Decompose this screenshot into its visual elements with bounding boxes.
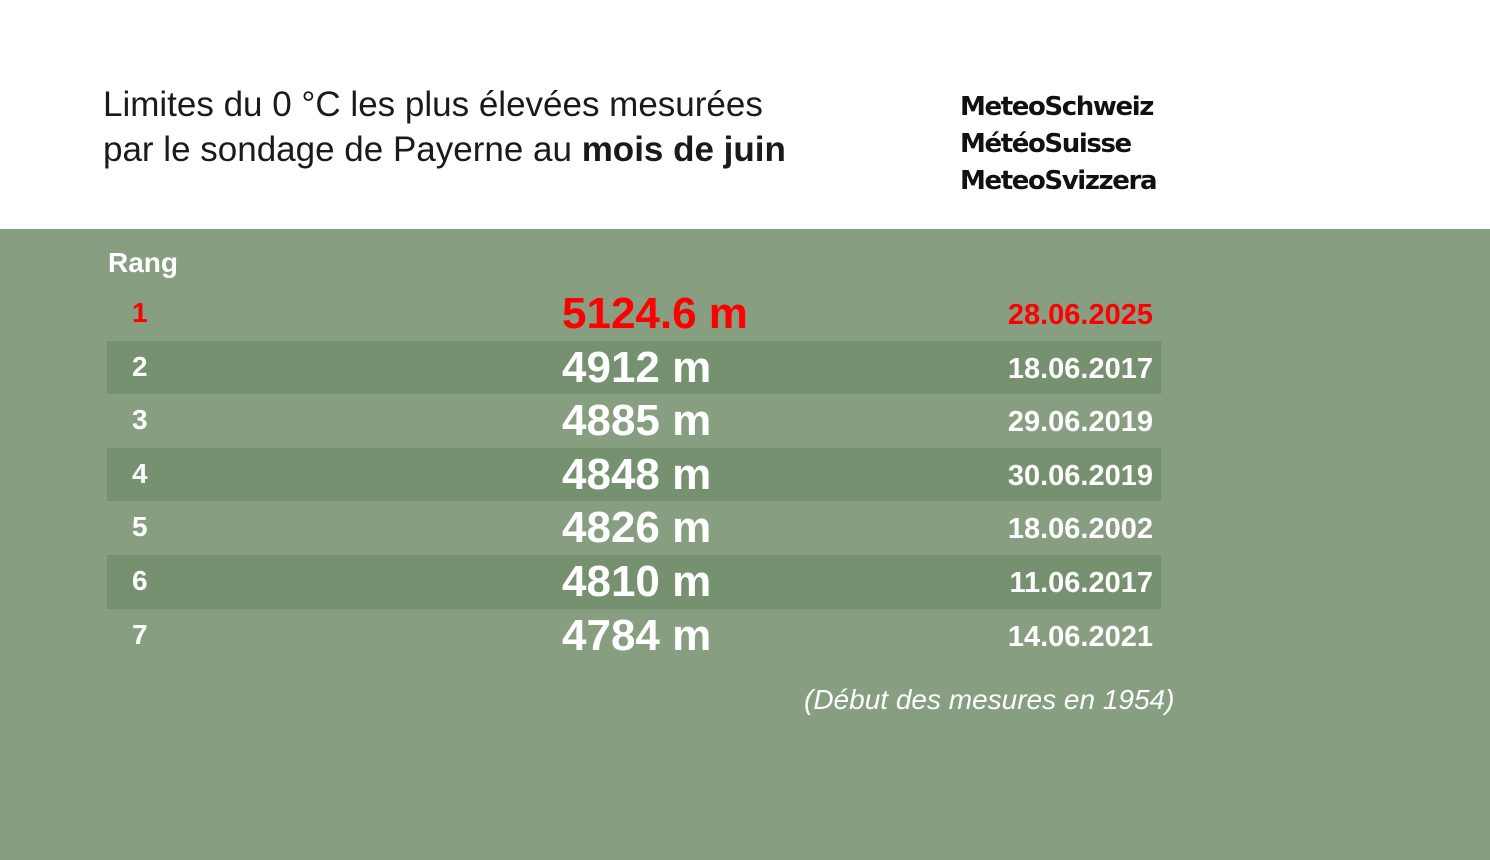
table-row: 7 4784 m 14.06.2021 <box>107 609 1161 663</box>
page-title: Limites du 0 °C les plus élevées mesurée… <box>103 82 786 172</box>
ranking-table: 1 5124.6 m 28.06.2025 2 4912 m 18.06.201… <box>107 287 1161 662</box>
table-row: 6 4810 m 11.06.2017 <box>107 554 1161 609</box>
title-line-2-bold: mois de juin <box>581 130 786 169</box>
rank-cell: 7 <box>132 618 148 650</box>
altitude-cell: 4848 m <box>562 449 712 499</box>
altitude-cell: 4912 m <box>562 342 712 392</box>
date-cell: 30.06.2019 <box>1007 459 1153 492</box>
rank-cell: 1 <box>132 297 148 328</box>
meteoswiss-logo: MeteoSchweiz MétéoSuisse MeteoSvizzera <box>960 89 1157 200</box>
brand-line-de: MeteoSchweiz <box>960 92 1154 122</box>
date-cell: 18.06.2017 <box>1007 352 1153 385</box>
date-cell: 14.06.2021 <box>1007 620 1153 653</box>
title-line-2-prefix: par le sondage de Payerne au <box>103 130 582 169</box>
table-row: 5 4826 m 18.06.2002 <box>107 501 1161 555</box>
date-cell: 18.06.2002 <box>1007 513 1153 546</box>
rank-cell: 4 <box>132 457 148 489</box>
table-row: 2 4912 m 18.06.2017 <box>107 340 1161 395</box>
table-row: 3 4885 m 29.06.2019 <box>107 394 1161 448</box>
rank-cell: 6 <box>132 564 148 596</box>
brand-line-it: MeteoSvizzera <box>960 166 1157 196</box>
altitude-cell: 4885 m <box>562 396 712 446</box>
footnote: (Début des mesures en 1954) <box>804 684 1175 715</box>
rank-cell: 5 <box>132 511 148 543</box>
header: Limites du 0 °C les plus élevées mesurée… <box>0 0 1490 229</box>
rank-column-header: Rang <box>108 247 178 278</box>
brand-line-fr: MétéoSuisse <box>960 129 1132 159</box>
table-row: 1 5124.6 m 28.06.2025 <box>107 287 1161 341</box>
title-line-1: Limites du 0 °C les plus élevées mesurée… <box>103 85 763 124</box>
rank-cell: 3 <box>132 404 148 436</box>
altitude-cell: 4826 m <box>562 503 712 553</box>
altitude-cell: 4784 m <box>562 610 712 660</box>
ranking-panel: Rang 1 5124.6 m 28.06.2025 2 4912 m 18.0… <box>0 229 1490 860</box>
date-cell: 29.06.2019 <box>1007 406 1153 439</box>
altitude-cell: 4810 m <box>562 556 712 606</box>
rank-cell: 2 <box>132 350 148 382</box>
table-row: 4 4848 m 30.06.2019 <box>107 447 1161 502</box>
altitude-cell: 5124.6 m <box>562 289 748 338</box>
date-cell: 28.06.2025 <box>1007 299 1153 331</box>
date-cell: 11.06.2017 <box>1009 566 1153 599</box>
